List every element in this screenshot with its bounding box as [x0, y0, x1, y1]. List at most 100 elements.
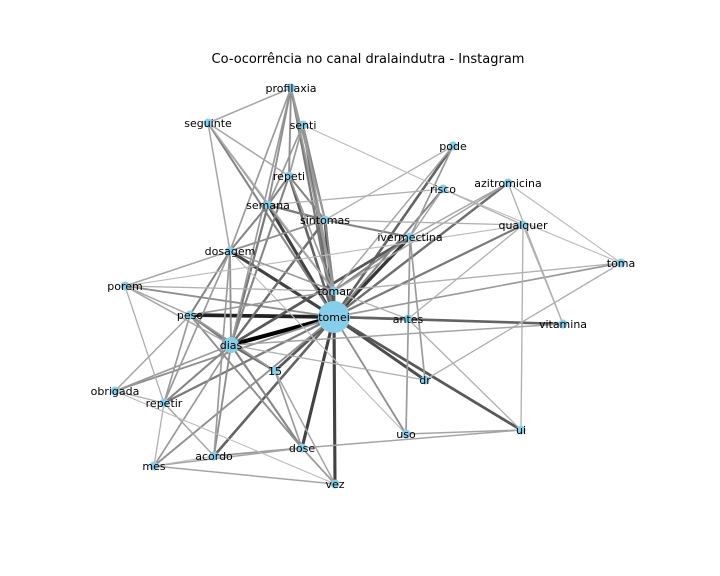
node-vitamina	[558, 319, 568, 329]
edge-ivermectina-risco	[409, 188, 444, 238]
graph-title: Co-ocorrência no canal dralaindutra - In…	[212, 52, 525, 67]
edge-porem-dias	[124, 285, 232, 346]
node-label-vez: vez	[325, 478, 344, 491]
node-label-mes: mes	[142, 460, 165, 473]
node-label-vitamina: vitamina	[539, 318, 587, 331]
edge-vez-n15	[274, 370, 336, 485]
node-label-senti: senti	[290, 119, 317, 132]
node-label-peso: peso	[177, 309, 203, 322]
edge-tomei-dias	[228, 314, 337, 348]
edge-toma-tomar	[333, 262, 622, 292]
edge-ivermectina-dr	[409, 236, 426, 381]
node-dose	[297, 443, 307, 453]
node-antes	[403, 314, 413, 324]
node-uso	[401, 429, 411, 439]
edge-dias-repetir	[162, 343, 233, 405]
edge-uso-dosagem	[229, 250, 407, 435]
edge-toma-risco	[442, 188, 622, 264]
edge-mes-acordo	[153, 455, 215, 467]
node-dosagem	[225, 246, 235, 256]
node-label-porem: porem	[107, 280, 142, 293]
edge-qualquer-sintomas	[324, 219, 524, 226]
edge-dose-vez	[301, 447, 336, 485]
node-label-acordo: acordo	[195, 450, 233, 463]
edge-tomei-peso	[188, 313, 336, 319]
node-label-tomar: tomar	[317, 285, 350, 298]
edge-tomei-seguinte	[206, 121, 336, 319]
node-porem	[120, 281, 130, 291]
edge-tomei-porem	[124, 285, 335, 318]
edge-dias-sintomas	[229, 218, 327, 347]
node-toma	[616, 258, 626, 268]
edge-porem-repetir	[124, 285, 165, 404]
node-layer	[110, 83, 626, 489]
edge-ivermectina-tomar	[332, 235, 412, 293]
node-obrigada	[110, 386, 120, 396]
node-tomei	[318, 301, 350, 333]
node-n15	[270, 366, 280, 376]
node-dias	[223, 337, 239, 353]
edge-porem-peso	[124, 285, 191, 316]
edge-pode-sintomas	[324, 145, 454, 221]
edge-profilaxia-tomar	[290, 87, 335, 292]
edge-seguinte-profilaxia	[207, 87, 292, 124]
edge-uso-ui	[405, 429, 522, 435]
edge-mes-vez	[153, 465, 336, 485]
node-mes	[149, 461, 159, 471]
edge-qualquer-ui	[520, 224, 524, 431]
node-label-seguinte: seguinte	[184, 117, 232, 130]
edge-azitromicina-tomar	[333, 182, 509, 292]
edge-tomei-toma	[333, 262, 622, 318]
edge-profilaxia-repeti	[288, 87, 292, 177]
node-label-antes: antes	[393, 313, 424, 326]
edge-antes-ui	[407, 318, 522, 431]
edge-tomei-repeti	[287, 174, 336, 319]
node-peso	[185, 310, 195, 320]
edge-dias-dose	[229, 343, 304, 450]
node-repetir	[159, 398, 169, 408]
node-senti	[298, 120, 308, 130]
edge-acordo-repetir	[163, 402, 215, 457]
edge-azitromicina-vitamina	[507, 182, 564, 325]
node-label-profilaxia: profilaxia	[265, 82, 316, 95]
edge-mes-dose	[153, 447, 303, 467]
edge-dias-dosagem	[229, 250, 232, 346]
edge-semana-profilaxia	[267, 87, 292, 206]
node-label-n15: 15	[268, 365, 282, 378]
edge-peso-dose	[189, 314, 303, 449]
edge-mes-repetir	[153, 402, 165, 467]
edge-toma-azitromicina	[507, 182, 622, 264]
edge-sintomas-semana	[266, 203, 327, 222]
node-label-ivermectina: ivermectina	[377, 231, 442, 244]
node-ivermectina	[405, 232, 415, 242]
edge-semana-senti	[267, 124, 304, 206]
edge-porem-tomar	[124, 285, 335, 292]
node-dr	[420, 375, 430, 385]
node-label-tomei: tomei	[318, 311, 350, 324]
edge-toma-dr	[424, 262, 622, 381]
node-label-risco: risco	[430, 183, 456, 196]
node-label-qualquer: qualquer	[499, 219, 548, 232]
edge-repeti-tomar	[288, 175, 335, 292]
edge-sintomas-dosagem	[229, 219, 326, 252]
edge-dosagem-peso	[188, 249, 232, 317]
node-label-repetir: repetir	[146, 397, 183, 410]
node-label-toma: toma	[607, 257, 636, 270]
node-tomar	[329, 286, 339, 296]
edge-peso-repetir	[163, 314, 191, 404]
edge-pode-tomar	[333, 145, 454, 292]
node-ui	[516, 425, 526, 435]
edge-dosagem-porem	[124, 250, 231, 287]
node-label-pode: pode	[439, 140, 467, 153]
edge-dosagem-repetir	[163, 250, 231, 404]
edge-ivermectina-azitromicina	[409, 182, 509, 238]
node-repeti	[284, 171, 294, 181]
node-profilaxia	[286, 83, 296, 93]
edge-dias-profilaxia	[230, 87, 292, 346]
edge-dias-acordo	[213, 344, 232, 457]
edge-peso-tomar	[189, 290, 335, 316]
node-azitromicina	[503, 178, 513, 188]
edge-antes-qualquer	[407, 224, 524, 320]
node-label-repeti: repeti	[273, 170, 305, 183]
